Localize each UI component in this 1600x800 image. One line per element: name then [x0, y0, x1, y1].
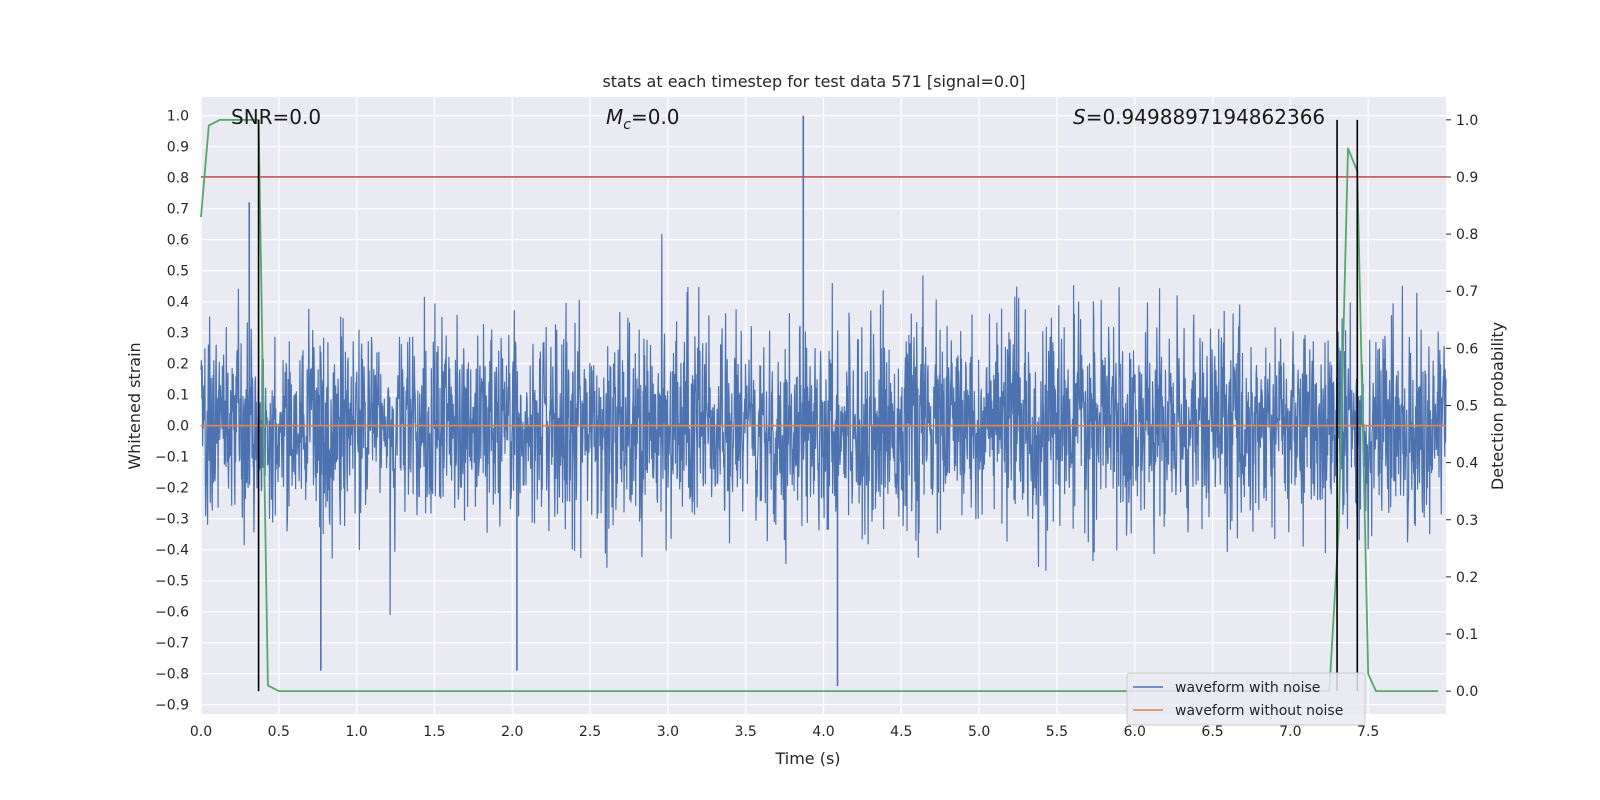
y-tick-label: 0.1 — [167, 388, 189, 404]
noise-waveform-line — [200, 233, 1447, 616]
chirp-mass-symbol: M — [606, 105, 623, 129]
s-symbol: S — [1073, 105, 1086, 129]
y2-tick-label: 0.2 — [1456, 570, 1478, 586]
y-tick-label: −0.5 — [155, 574, 189, 590]
y-tick-label: −0.4 — [155, 543, 189, 559]
y-tick-label: 0.3 — [167, 326, 189, 342]
vertical-markers — [257, 119, 1359, 692]
y-tick-label: −0.9 — [155, 698, 189, 714]
y-tick-label: 0.7 — [167, 202, 189, 218]
x-tick-label: 4.0 — [812, 724, 834, 740]
x-tick-label: 4.5 — [890, 724, 912, 740]
y-tick-label: −0.3 — [155, 512, 189, 528]
x-tick-label: 2.5 — [579, 724, 601, 740]
y2-tick-label: 0.3 — [1456, 513, 1478, 529]
y2-axis-label: Detection probability — [1488, 322, 1507, 490]
y-tick-label: 0.9 — [167, 140, 189, 156]
y-tick-label: 0.0 — [167, 419, 189, 435]
y2-tick-label: 0.7 — [1456, 284, 1478, 300]
y-axis-label: Whitened strain — [125, 342, 144, 469]
y-tick-label: −0.8 — [155, 667, 189, 683]
y-tick-label: 0.6 — [167, 233, 189, 249]
x-tick-label: 7.5 — [1357, 724, 1379, 740]
x-tick-label: 6.0 — [1124, 724, 1146, 740]
x-tick-label: 2.0 — [501, 724, 523, 740]
y-tick-label: −0.2 — [155, 481, 189, 497]
y2-tick-label: 0.6 — [1456, 341, 1478, 357]
x-tick-label: 3.5 — [735, 724, 757, 740]
s-annotation: S=0.9498897194862366 — [1073, 105, 1325, 129]
x-tick-label: 3.0 — [657, 724, 679, 740]
y-tick-label: 0.4 — [167, 295, 189, 311]
x-tick-label: 5.0 — [968, 724, 990, 740]
legend-label-waveform-with-noise: waveform with noise — [1175, 680, 1320, 696]
y-tick-label: −0.1 — [155, 450, 189, 466]
y2-tick-label: 0.8 — [1456, 227, 1478, 243]
y2-tick-label: 0.9 — [1456, 170, 1478, 186]
x-tick-label: 7.0 — [1279, 724, 1301, 740]
y2-axis-ticks: 1.0 0.9 0.8 0.7 0.6 0.5 0.4 0.3 0.2 0.1 0.0 — [1446, 113, 1478, 700]
chart-title: stats at each timestep for test data 571… — [602, 72, 1025, 91]
x-axis-ticks: 0.0 0.5 1.0 1.5 2.0 2.5 3.0 3.5 4.0 4.5 5.0 5.5 6.0 6… — [190, 724, 1379, 740]
y-axis-ticks: 1.0 0.9 0.8 0.7 0.6 0.5 0.4 0.3 0.2 0.1 0.0 −0.1 −0.… — [155, 109, 189, 714]
detection-probability-line — [200, 119, 1439, 692]
chirp-mass-subscript: c — [623, 117, 631, 133]
legend-box — [1126, 672, 1366, 726]
y2-tick-label: 1.0 — [1456, 113, 1478, 129]
legend-label-waveform-without-noise: waveform without noise — [1175, 703, 1343, 719]
s-value: =0.9498897194862366 — [1086, 105, 1325, 129]
y-tick-label: −0.6 — [155, 605, 189, 621]
x-tick-label: 0.5 — [268, 724, 290, 740]
y-tick-label: 0.2 — [167, 357, 189, 373]
y-tick-label: 0.8 — [167, 171, 189, 187]
chirp-mass-annotation: Mc=0.0 — [606, 105, 680, 133]
x-tick-label: 0.0 — [190, 724, 212, 740]
y2-tick-label: 0.5 — [1456, 399, 1478, 415]
series-detection-probability — [200, 119, 1439, 692]
y2-tick-label: 0.4 — [1456, 456, 1478, 472]
y2-tick-label: 0.1 — [1456, 627, 1478, 643]
y-tick-label: 1.0 — [167, 109, 189, 125]
x-tick-label: 6.5 — [1201, 724, 1223, 740]
legend: waveform with noise waveform without noi… — [1126, 672, 1366, 726]
chirp-mass-value: =0.0 — [631, 105, 680, 129]
y-tick-label: 0.5 — [167, 264, 189, 280]
y2-tick-label: 0.0 — [1456, 684, 1478, 700]
series-waveform-with-noise — [200, 115, 1447, 687]
x-tick-label: 5.5 — [1046, 724, 1068, 740]
x-axis-label: Time (s) — [774, 749, 840, 768]
x-tick-label: 1.5 — [423, 724, 445, 740]
x-tick-label: 1.0 — [345, 724, 367, 740]
y-tick-label: −0.7 — [155, 636, 189, 652]
snr-annotation: SNR=0.0 — [231, 105, 321, 129]
